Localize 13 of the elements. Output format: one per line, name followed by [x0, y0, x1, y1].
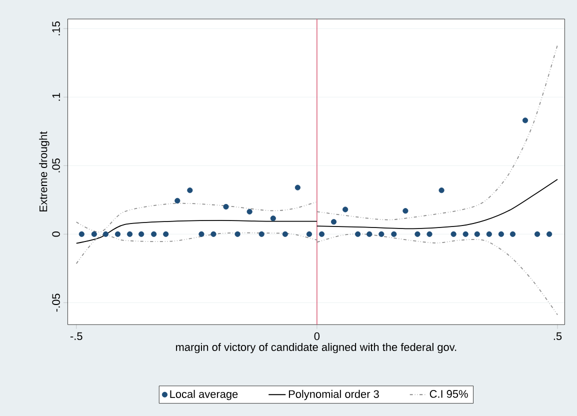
y-tick-label: 0 [52, 232, 60, 237]
x-tick-label: .5 [554, 332, 562, 340]
legend-label: Local average [170, 390, 238, 400]
legend-label: Polynomial order 3 [288, 390, 379, 400]
y-tick-label: -.05 [52, 294, 60, 312]
legend-label: C.I 95% [430, 390, 468, 398]
y-tick-label: .15 [52, 21, 60, 36]
x-tick-label: 0 [314, 332, 320, 340]
x-axis-title: margin of victory of candidate aligned with the federal gov. [176, 342, 456, 354]
y-tick-label: .05 [52, 158, 60, 172]
y-axis-title: Extreme drought [39, 131, 50, 212]
y-tick-label: .1 [52, 93, 60, 101]
x-tick-label: -.5 [70, 332, 82, 340]
